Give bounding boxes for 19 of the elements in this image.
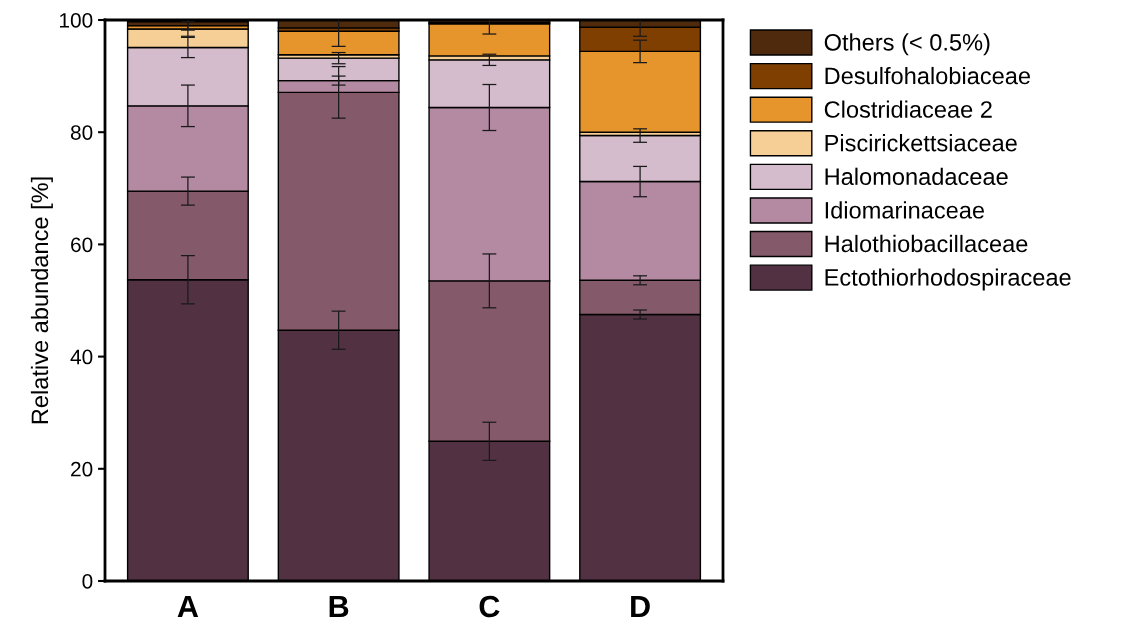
y-tick-label: 100: [60, 13, 93, 28]
y-tick-label: 0: [82, 574, 93, 589]
legend-label: Desulfohalobiaceae: [825, 66, 1030, 85]
legend-label: Halomonadaceae: [825, 167, 1008, 186]
x-tick-label: D: [631, 596, 650, 618]
x-tick-label: B: [329, 596, 349, 618]
y-axis-title: Relative abundance [%]: [30, 177, 53, 424]
legend-label: Idiomarinaceae: [825, 201, 985, 219]
legend-label: Piscirickettsiaceae: [825, 134, 1017, 152]
x-tick-label: C: [479, 595, 500, 618]
y-tick-label: 60: [71, 237, 93, 253]
x-tick-label: A: [177, 596, 199, 618]
legend-label: Clostridiaceae 2: [824, 100, 992, 118]
legend-label: Ectothiorhodospiraceae: [825, 268, 1071, 291]
legend-label: Others (< 0.5%): [824, 33, 990, 56]
legend-label: Halothiobacillaceae: [825, 234, 1028, 253]
y-tick-label: 40: [70, 349, 93, 365]
y-tick-label: 20: [71, 461, 93, 477]
y-tick-label: 80: [70, 125, 93, 140]
